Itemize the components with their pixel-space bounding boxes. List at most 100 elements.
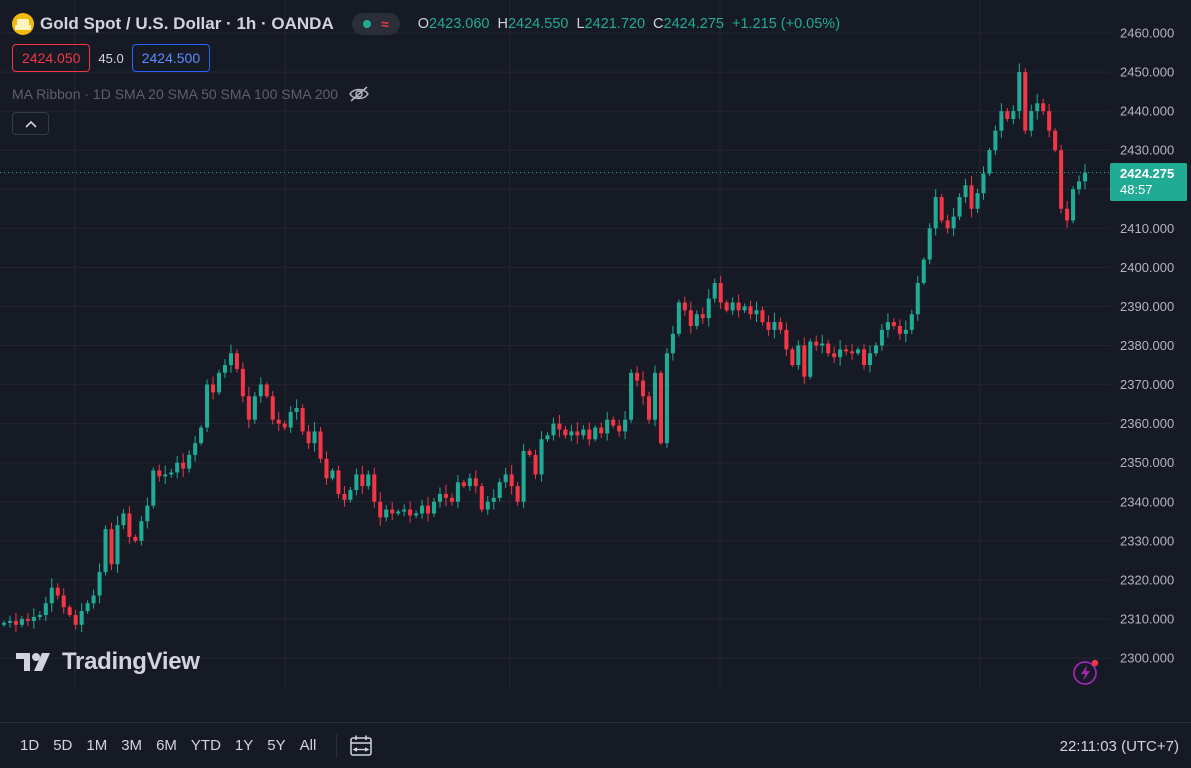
collapse-legend-button[interactable] xyxy=(12,112,49,135)
candle[interactable] xyxy=(1023,68,1028,135)
candle[interactable] xyxy=(1065,200,1070,228)
candle[interactable] xyxy=(384,505,389,522)
candle[interactable] xyxy=(282,420,287,431)
candle[interactable] xyxy=(354,468,359,496)
candle[interactable] xyxy=(318,426,323,463)
indicator-legend[interactable]: MA Ribbon · 1D SMA 20 SMA 50 SMA 100 SMA… xyxy=(12,84,370,104)
buy-button[interactable]: 2424.500 xyxy=(131,44,211,72)
candle[interactable] xyxy=(676,299,681,337)
gold-symbol-icon[interactable] xyxy=(12,13,34,35)
candle[interactable] xyxy=(276,411,281,431)
chart-pane[interactable]: Gold Spot / U.S. Dollar · 1h · OANDA ≈ O… xyxy=(0,0,1110,722)
candle[interactable] xyxy=(670,325,675,361)
candle[interactable] xyxy=(915,275,920,321)
candle[interactable] xyxy=(533,449,538,480)
candle[interactable] xyxy=(515,481,520,506)
candle[interactable] xyxy=(73,609,78,630)
candle[interactable] xyxy=(455,474,460,509)
candle[interactable] xyxy=(1041,98,1046,116)
candle[interactable] xyxy=(587,422,592,446)
candle[interactable] xyxy=(658,370,663,446)
candle[interactable] xyxy=(467,473,472,491)
candle[interactable] xyxy=(891,318,896,330)
candle[interactable] xyxy=(270,391,275,425)
candle[interactable] xyxy=(802,337,807,384)
candle[interactable] xyxy=(503,467,508,489)
candle[interactable] xyxy=(593,425,598,442)
candle[interactable] xyxy=(461,479,466,489)
candle[interactable] xyxy=(772,312,777,339)
candle[interactable] xyxy=(969,175,974,218)
candle[interactable] xyxy=(49,578,54,612)
candle[interactable] xyxy=(181,453,186,477)
candle[interactable] xyxy=(336,465,341,499)
candle[interactable] xyxy=(718,275,723,310)
candle[interactable] xyxy=(211,376,216,400)
range-button-all[interactable]: All xyxy=(299,737,317,754)
candle[interactable] xyxy=(1053,128,1058,153)
candle[interactable] xyxy=(222,359,228,379)
candle[interactable] xyxy=(712,278,717,303)
candle[interactable] xyxy=(1017,63,1022,119)
indicator-title[interactable]: MA Ribbon · 1D SMA 20 SMA 50 SMA 100 SMA… xyxy=(12,86,339,102)
candle[interactable] xyxy=(963,178,968,203)
sell-button[interactable]: 2424.050 xyxy=(12,44,91,72)
candle[interactable] xyxy=(121,509,126,530)
candle[interactable] xyxy=(682,296,687,316)
candle[interactable] xyxy=(55,583,60,600)
candle[interactable] xyxy=(1035,93,1040,120)
candle[interactable] xyxy=(730,297,735,315)
candle[interactable] xyxy=(778,317,783,334)
range-button-3m[interactable]: 3M xyxy=(121,737,143,754)
candle[interactable] xyxy=(742,303,747,314)
candle[interactable] xyxy=(485,495,490,515)
candle[interactable] xyxy=(252,391,257,424)
candle[interactable] xyxy=(420,499,425,519)
eye-off-icon[interactable] xyxy=(348,85,370,103)
candle[interactable] xyxy=(300,404,305,435)
candle[interactable] xyxy=(569,424,574,442)
candle[interactable] xyxy=(437,487,443,508)
candle[interactable] xyxy=(414,510,419,519)
candle[interactable] xyxy=(294,399,299,420)
candle[interactable] xyxy=(25,613,30,627)
candle[interactable] xyxy=(605,411,610,441)
candle[interactable] xyxy=(43,596,48,621)
candle[interactable] xyxy=(581,425,586,440)
candle[interactable] xyxy=(1,620,7,627)
candle[interactable] xyxy=(13,612,18,632)
candle[interactable] xyxy=(575,422,580,444)
candle[interactable] xyxy=(527,448,532,457)
candle[interactable] xyxy=(139,516,144,546)
range-button-1d[interactable]: 1D xyxy=(20,737,40,754)
candle[interactable] xyxy=(1029,104,1034,137)
candle[interactable] xyxy=(157,464,162,482)
candle[interactable] xyxy=(390,502,395,521)
candle[interactable] xyxy=(796,340,801,370)
candle[interactable] xyxy=(264,382,269,399)
market-status-pill[interactable]: ≈ xyxy=(351,13,400,35)
candle[interactable] xyxy=(258,377,263,403)
calendar-range-icon[interactable] xyxy=(349,734,375,758)
candle[interactable] xyxy=(19,615,24,628)
candle[interactable] xyxy=(61,588,66,614)
candle[interactable] xyxy=(861,344,867,370)
candle[interactable] xyxy=(844,344,849,356)
candlestick-chart[interactable] xyxy=(0,0,1110,722)
candle[interactable] xyxy=(115,515,120,573)
candle[interactable] xyxy=(557,414,562,438)
candle[interactable] xyxy=(551,417,556,441)
candle[interactable] xyxy=(372,467,377,508)
candle[interactable] xyxy=(97,563,102,604)
candle[interactable] xyxy=(408,501,413,523)
candle[interactable] xyxy=(312,422,317,452)
candle[interactable] xyxy=(652,365,658,427)
candle[interactable] xyxy=(330,468,335,481)
candle[interactable] xyxy=(754,301,759,323)
candle[interactable] xyxy=(509,465,514,495)
candle[interactable] xyxy=(646,391,652,424)
candle[interactable] xyxy=(426,496,431,522)
candle[interactable] xyxy=(688,301,693,334)
price-axis[interactable]: 2300.000 2310.000 2320.000 2330.000 2340.000… xyxy=(1110,0,1191,722)
candle[interactable] xyxy=(443,484,448,507)
